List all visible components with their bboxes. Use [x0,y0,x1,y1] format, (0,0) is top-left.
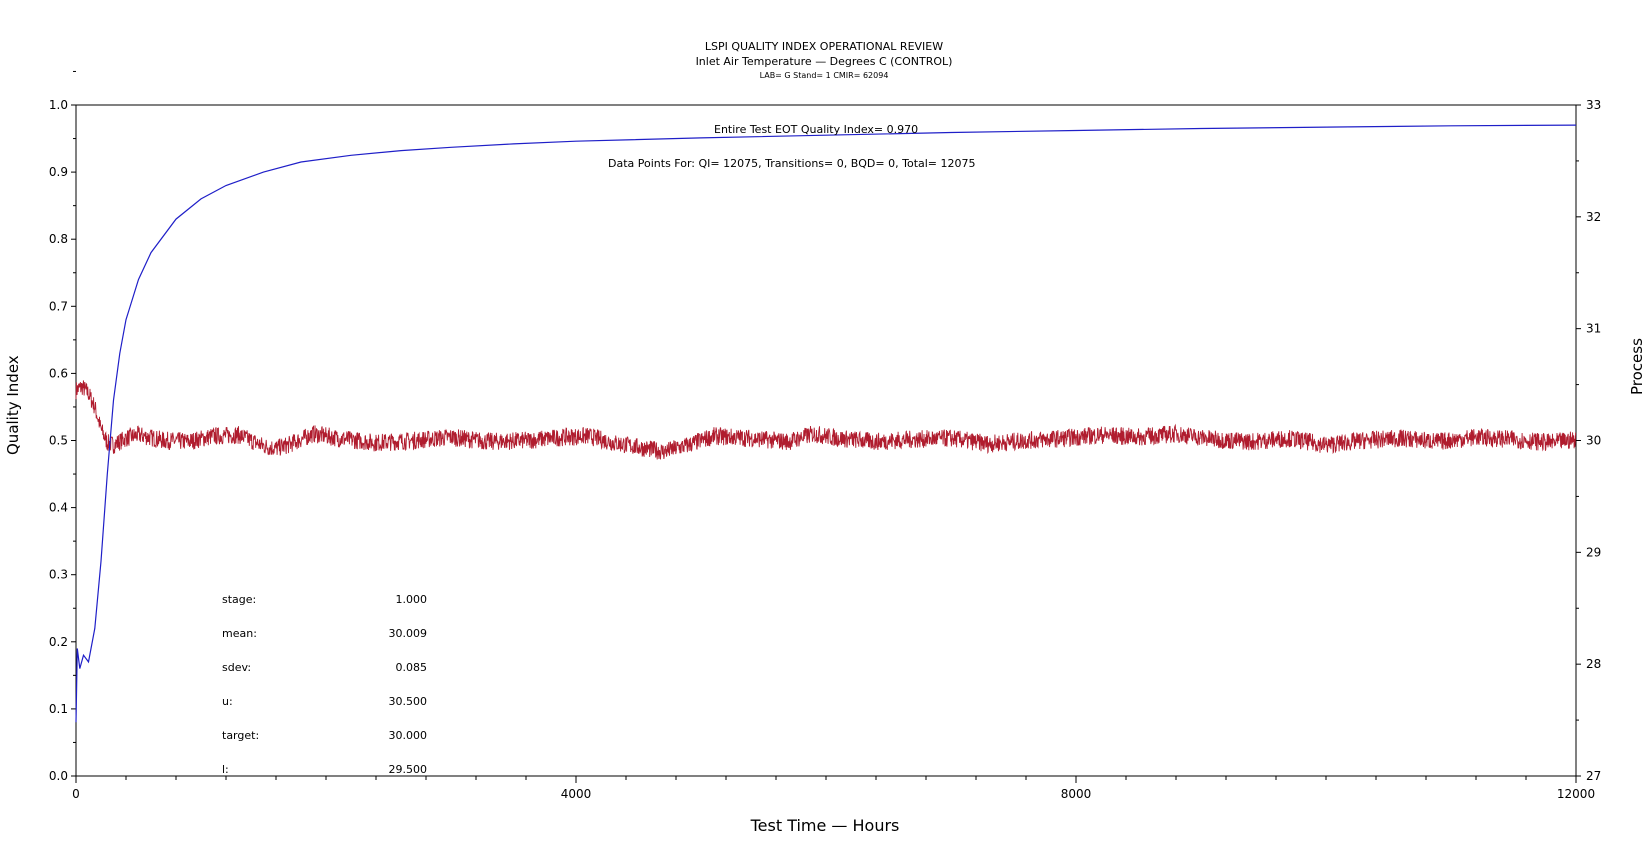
eot-quality-index-note: Entire Test EOT Quality Index= 0.970 [714,123,919,136]
y-tick-label: 0.0 [49,769,68,783]
y-tick-label: 0.5 [49,434,68,448]
x-tick-label: 8000 [1061,787,1092,801]
stat-label: mean: [222,627,257,640]
stat-value: 30.000 [388,729,428,742]
y2-tick-label: 30 [1586,434,1601,448]
y-tick-label: 0.6 [49,366,68,380]
stat-value: 29.500 [388,763,428,776]
process-series-line [75,380,1577,460]
y2-tick-label: 29 [1586,545,1601,559]
stat-value: 0.085 [395,661,428,674]
y-tick-label: 0.8 [49,232,68,246]
stat-label: stage: [222,593,257,606]
y-tick-label: 0.1 [49,702,68,716]
y-tick-label: 0.4 [49,501,68,515]
y-tick-label: 1.0 [49,98,68,112]
x-tick-label: 12000 [1557,787,1595,801]
y-tick-label: 0.3 [49,568,68,582]
stat-label: u: [222,695,233,708]
y-axis-label-left: Quality Index [4,355,22,455]
quality-index-series-line [75,124,1577,723]
stat-value: 30.500 [388,695,428,708]
y-tick-label: 0.9 [49,165,68,179]
x-axis-label: Test Time — Hours [750,816,900,835]
chart-subtitle: Inlet Air Temperature — Degrees C (CONTR… [695,55,953,68]
y2-tick-label: 33 [1586,98,1601,112]
lab-info: LAB= G Stand= 1 CMIR= 62094 [759,71,889,80]
stat-value: 1.000 [395,593,428,606]
x-tick-label: 0 [72,787,80,801]
stat-label: l: [222,763,229,776]
data-points-note: Data Points For: QI= 12075, Transitions=… [608,157,976,170]
y-axis-label-right: Process [1628,338,1646,395]
y2-tick-label: 31 [1586,322,1601,336]
y2-tick-label: 32 [1586,210,1601,224]
stat-label: target: [222,729,260,742]
y2-tick-label: 28 [1586,657,1601,671]
y2-tick-label: 27 [1586,769,1601,783]
y-tick-label: 0.2 [49,635,68,649]
x-tick-label: 4000 [561,787,592,801]
stat-value: 30.009 [388,627,428,640]
y-tick-label: 0.7 [49,299,68,313]
stat-label: sdev: [222,661,252,674]
chart-title: LSPI QUALITY INDEX OPERATIONAL REVIEW [704,40,944,53]
